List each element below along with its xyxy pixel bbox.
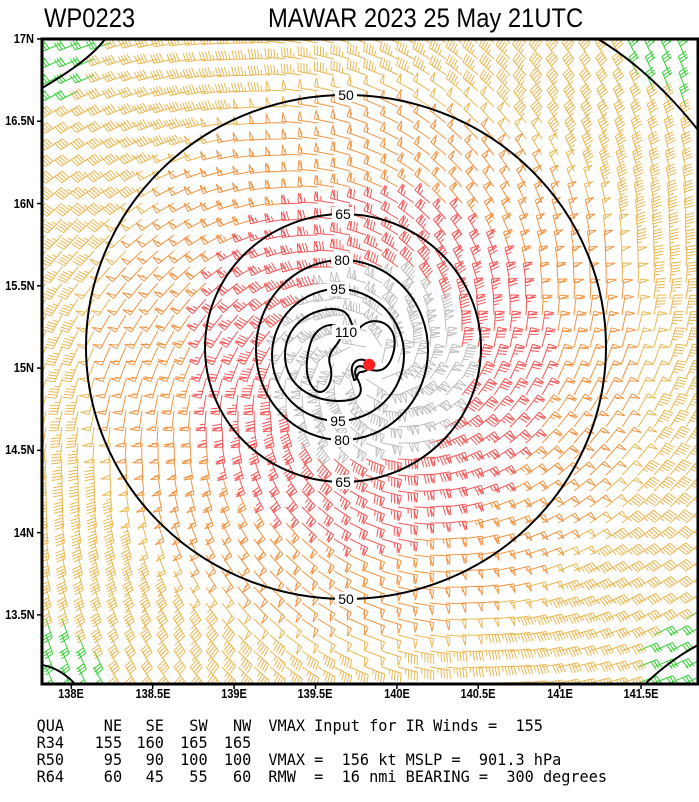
r34-row: R34 155 160 165 165 (0, 719, 252, 767)
r64-se: 45 (145, 767, 164, 786)
r50-sw: 100 (180, 750, 208, 769)
r34-ne: 155 (94, 733, 123, 752)
svg-text:80: 80 (334, 252, 350, 268)
x-tick-label: 140E (383, 686, 410, 701)
storm-center-marker (363, 358, 376, 371)
r50-se: 90 (145, 750, 164, 769)
y-tick-label: 17N (13, 31, 34, 46)
r50-label: R50 (36, 750, 65, 769)
y-tick-label: 13.5N (5, 606, 35, 622)
y-tick-label: 15.5N (5, 277, 35, 293)
se-header: SE (145, 716, 164, 735)
svg-text:95: 95 (330, 413, 346, 429)
r50-nw: 100 (223, 750, 252, 769)
y-tick-label: 16.5N (5, 113, 35, 129)
r34-se: 160 (136, 733, 164, 752)
axis-ticks (37, 38, 642, 689)
r50-ne: 95 (103, 750, 123, 769)
storm-name-date-title: MAWAR 2023 25 May 21UTC (268, 3, 584, 33)
svg-text:95: 95 (330, 281, 346, 297)
y-tick-label: 15N (13, 360, 34, 376)
x-tick-label: 141E (546, 686, 573, 701)
x-tick-label: 138.5E (135, 686, 171, 701)
y-tick-label: 16N (13, 195, 34, 211)
r64-row: R64 60 45 55 60 RMW = 16 nmi BEARING = 300 de… (0, 753, 607, 801)
y-tick-label: 14N (13, 524, 34, 540)
r64-label: R64 (36, 767, 65, 786)
x-tick-label: 141.5E (623, 686, 659, 701)
x-tick-label: 139E (221, 686, 247, 701)
x-tick-label: 139.5E (297, 686, 333, 701)
info-header-row: QUA NE SE SW NW VMAX Input for IR Winds = 155 (0, 702, 543, 750)
svg-text:65: 65 (335, 474, 351, 490)
rmw-bearing-text: RMW = 16 nmi BEARING = 300 degrees (268, 767, 608, 786)
r64-ne: 60 (103, 767, 123, 786)
x-tick-label: 138E (58, 686, 85, 701)
r64-nw: 60 (233, 767, 252, 786)
r34-nw: 165 (223, 733, 252, 752)
svg-text:80: 80 (334, 432, 350, 448)
qua-label: QUA (36, 716, 65, 735)
svg-text:110: 110 (335, 324, 358, 340)
r34-sw: 165 (180, 733, 208, 752)
svg-text:65: 65 (335, 206, 351, 222)
vmax-mslp-text: VMAX = 156 kt MSLP = 901.3 hPa (268, 750, 562, 769)
wind-barbs-layer (42, 39, 698, 684)
svg-text:50: 50 (338, 591, 354, 607)
contour-labels-layer: 50 50 65 65 80 80 95 95 110 (327, 87, 360, 607)
svg-text:50: 50 (338, 87, 354, 103)
sw-header: SW (189, 716, 208, 735)
ne-header: NE (103, 716, 123, 735)
r34-label: R34 (36, 733, 65, 752)
storm-id-title: WP0223 (44, 3, 136, 33)
x-tick-label: 140.5E (460, 686, 496, 701)
vmax-input-text: VMAX Input for IR Winds = 155 (268, 716, 543, 735)
plot-frame (40, 37, 699, 686)
nw-header: NW (233, 716, 252, 735)
wind-field-plot: 50 50 65 65 80 80 95 95 110 (37, 37, 699, 689)
y-tick-label: 14.5N (5, 442, 35, 458)
r64-sw: 55 (189, 767, 208, 786)
r50-row: R50 95 90 100 100 VMAX = 156 kt MSLP = 901.3 … (0, 736, 562, 784)
